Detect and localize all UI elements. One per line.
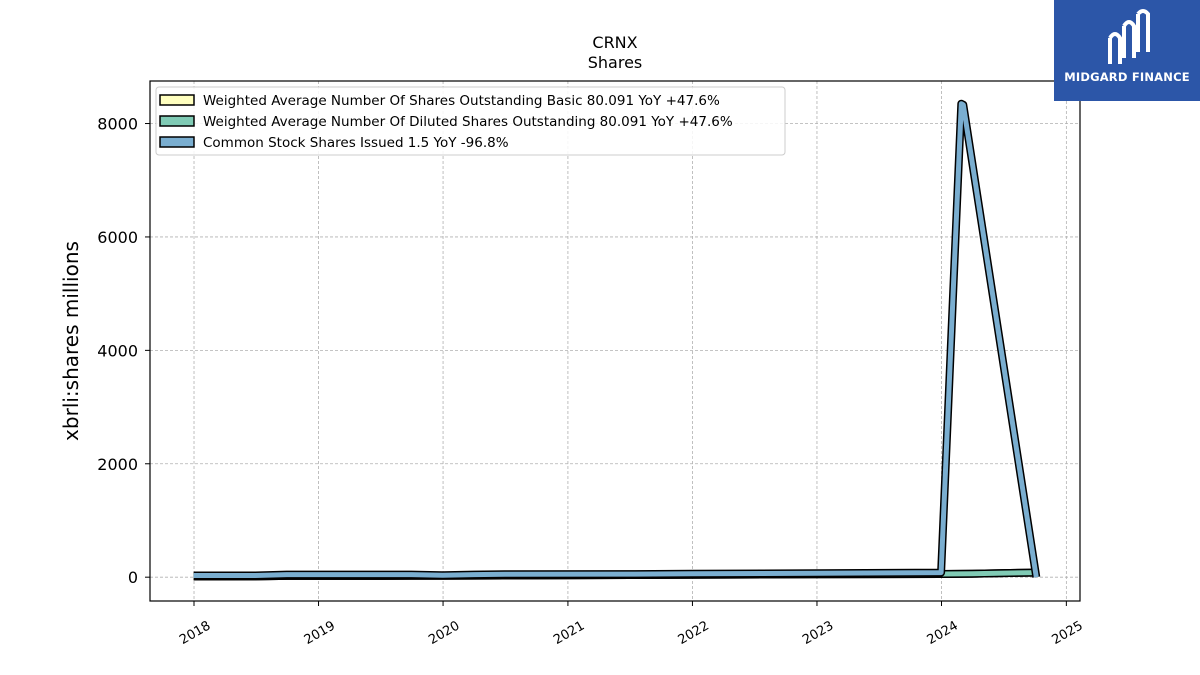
chart-subtitle: Shares: [588, 53, 643, 72]
x-tick-label: 2018: [177, 618, 213, 648]
legend-swatch: [159, 136, 195, 148]
legend-entry: Weighted Average Number Of Shares Outsta…: [203, 93, 720, 109]
x-tick-label: 2022: [676, 618, 712, 648]
logo-text: MIDGARD FINANCE: [1064, 70, 1190, 84]
midgard-finance-logo: MIDGARD FINANCE: [1054, 0, 1200, 101]
series-outline-3: [193, 99, 1041, 580]
y-tick-label: 6000: [97, 228, 138, 247]
logo-mark-icon: [1108, 9, 1150, 64]
x-axis: 2018 2019 2020 2021 2022 2023 2024 2025: [177, 601, 1086, 648]
x-tick-label: 2019: [302, 618, 338, 648]
x-tick-label: 2025: [1050, 618, 1086, 648]
legend-swatch: [159, 115, 195, 127]
legend-box: [155, 86, 786, 156]
series-line-3: [193, 101, 1039, 578]
legend-entry: Weighted Average Number Of Diluted Share…: [203, 114, 733, 130]
y-axis: 0 2000 4000 6000 8000: [97, 115, 150, 587]
y-tick-label: 8000: [97, 115, 138, 134]
chart-title: CRNX: [592, 33, 637, 52]
x-tick-label: 2024: [925, 618, 961, 648]
y-tick-label: 0: [128, 568, 138, 587]
series-lines: [193, 99, 1041, 581]
x-tick-label: 2021: [551, 618, 587, 648]
y-tick-label: 4000: [97, 341, 138, 360]
plot-frame: [149, 80, 1081, 602]
legend-entry: Common Stock Shares Issued 1.5 YoY -96.8…: [203, 135, 509, 151]
y-tick-label: 2000: [97, 455, 138, 474]
x-tick-label: 2023: [800, 618, 836, 648]
x-tick-label: 2020: [426, 618, 462, 648]
y-axis-label: xbrli:shares millions: [59, 241, 83, 441]
legend-swatch: [159, 94, 195, 106]
legend: Weighted Average Number Of Shares Outsta…: [155, 86, 786, 156]
